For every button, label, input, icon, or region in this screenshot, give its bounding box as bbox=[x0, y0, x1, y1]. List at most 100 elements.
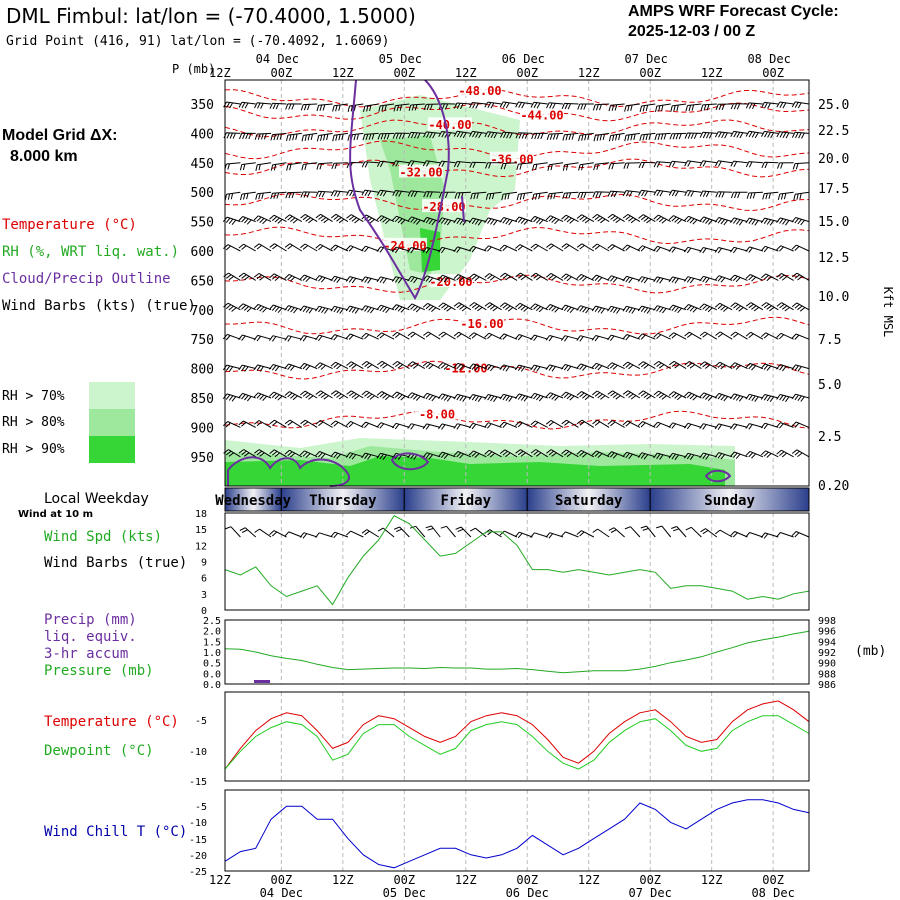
wind-barb bbox=[514, 364, 533, 372]
wind-barb bbox=[639, 103, 656, 113]
wind-barb bbox=[270, 191, 287, 200]
wind-barb bbox=[330, 190, 348, 197]
wind-barb bbox=[761, 130, 779, 139]
wind-barb bbox=[791, 449, 810, 458]
wind-barb bbox=[422, 247, 441, 254]
wind-barb bbox=[745, 532, 764, 538]
wind-barb bbox=[468, 217, 487, 226]
wind-barb bbox=[255, 162, 272, 171]
wind-barb bbox=[455, 526, 472, 538]
wind-barb bbox=[315, 362, 333, 370]
wind-barb bbox=[745, 450, 764, 459]
wind-barb bbox=[499, 393, 518, 402]
contour-label-bg bbox=[520, 107, 564, 121]
wind-barb bbox=[393, 526, 410, 538]
wind-barb bbox=[714, 160, 733, 167]
wind-barb bbox=[714, 217, 733, 226]
wind-barb bbox=[545, 364, 564, 372]
temperature-tick-label: -5 bbox=[195, 716, 207, 727]
wind-barb bbox=[530, 392, 548, 402]
wind-barb bbox=[714, 529, 733, 538]
temperature-contour bbox=[224, 226, 810, 246]
wind-barb bbox=[330, 275, 349, 284]
wind-barb bbox=[637, 333, 656, 340]
wind-speed-line bbox=[224, 515, 810, 606]
wind-barb bbox=[591, 362, 610, 371]
rh-90-label: RH > 90% bbox=[2, 442, 65, 457]
wind-barb bbox=[484, 332, 502, 340]
wind-barb bbox=[576, 449, 595, 458]
wind-barb bbox=[637, 421, 656, 428]
wind-barb bbox=[377, 132, 395, 140]
wind-barb bbox=[484, 422, 502, 429]
wind-barb bbox=[592, 103, 610, 111]
wind-barb bbox=[578, 162, 594, 171]
wind-barb bbox=[637, 452, 656, 460]
wind-barb bbox=[223, 244, 241, 252]
wind-barb bbox=[684, 391, 702, 401]
rh-80-swatch bbox=[89, 409, 135, 436]
wind-barb bbox=[516, 191, 533, 201]
wind-barb bbox=[514, 531, 533, 539]
wind-barb bbox=[561, 531, 579, 538]
wind-barb bbox=[468, 332, 487, 340]
wind-barb bbox=[715, 191, 733, 198]
wind-barbs-label: Wind Barbs (true) bbox=[44, 555, 188, 571]
wind-barb bbox=[685, 103, 702, 112]
wind-barb bbox=[546, 102, 564, 109]
wind-barb bbox=[269, 419, 287, 428]
wind-barb bbox=[315, 532, 333, 538]
wind-barb bbox=[438, 131, 456, 139]
wind-barb bbox=[640, 525, 656, 538]
wind-barb bbox=[301, 162, 318, 171]
date-label-top: 08 Dec bbox=[747, 52, 790, 66]
wind-barb bbox=[284, 419, 303, 428]
wind-barb bbox=[592, 528, 610, 538]
wind-barb bbox=[238, 272, 256, 281]
wind-barb bbox=[253, 334, 272, 342]
cloud-outline bbox=[390, 452, 430, 471]
wind-barb bbox=[637, 276, 656, 284]
wind-barb bbox=[653, 332, 671, 340]
wind-barb bbox=[330, 390, 349, 400]
wind-barb bbox=[776, 364, 794, 372]
wind-barb bbox=[223, 272, 241, 281]
wind-barb bbox=[485, 162, 502, 169]
wind-barb bbox=[270, 132, 287, 141]
temperature-contour-label: -20.00 bbox=[429, 275, 472, 289]
wind-barb bbox=[468, 273, 487, 282]
wind-barb bbox=[714, 131, 733, 139]
wind-barb bbox=[440, 525, 456, 538]
wind-barb bbox=[269, 530, 287, 538]
precip-tick-label: 2.0 bbox=[203, 627, 221, 638]
wind-barb bbox=[345, 420, 364, 428]
wind-barb bbox=[438, 393, 456, 402]
wind-barb bbox=[423, 191, 441, 198]
wind-barb bbox=[607, 334, 625, 342]
wind-barb bbox=[730, 331, 748, 340]
grid-point-subtitle: Grid Point (416, 91) lat/lon = (-70.4092… bbox=[6, 34, 390, 49]
wind-barb bbox=[361, 305, 379, 314]
wind-barb bbox=[315, 334, 333, 342]
wind-barb bbox=[499, 272, 518, 281]
weekday-label: Wednesday bbox=[215, 493, 291, 509]
height-tick-label: 10.0 bbox=[818, 290, 849, 305]
wind-barb bbox=[239, 527, 257, 538]
wind-barb bbox=[284, 531, 302, 538]
wind-barb bbox=[330, 361, 349, 370]
legend-cloud: Cloud/Precip Outline bbox=[2, 271, 171, 287]
wind-barb bbox=[622, 244, 641, 252]
wind-barb bbox=[299, 362, 318, 371]
wind-barb bbox=[546, 132, 564, 140]
wind-barb bbox=[562, 132, 579, 141]
wind-barb bbox=[300, 191, 318, 198]
pressure-tick-label: 550 bbox=[191, 216, 214, 231]
wind-barb bbox=[453, 246, 472, 253]
wind-barb bbox=[592, 419, 610, 428]
wind-barb bbox=[453, 393, 472, 402]
wind-barb bbox=[499, 302, 518, 312]
wind-barb bbox=[608, 132, 625, 142]
wind-barb bbox=[453, 423, 472, 430]
wind-barb bbox=[392, 360, 410, 370]
wind-barb bbox=[561, 304, 579, 314]
